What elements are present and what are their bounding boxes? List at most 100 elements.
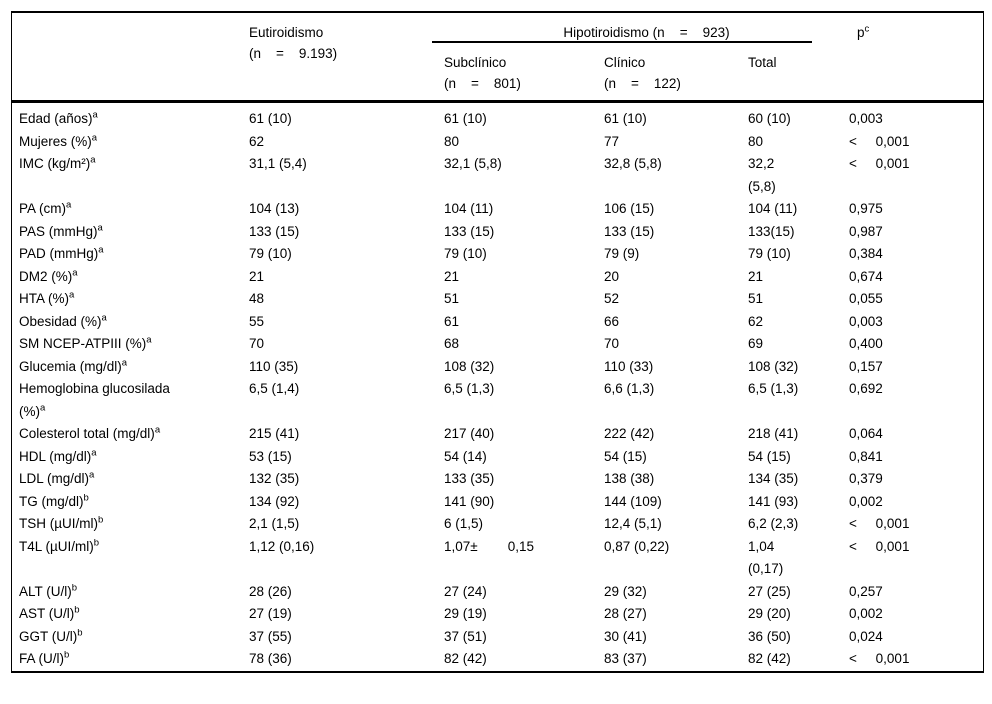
cell-total: 6,5 (1,3) — [748, 381, 799, 396]
cell-eutiroidismo: 37 (55) — [249, 628, 292, 644]
row-label-text: Hemoglobina glucosilada (%) — [19, 381, 170, 419]
header-subclinico-n: (n = 801) — [444, 76, 521, 91]
cell-subclinico: 6 (1,5) — [444, 516, 484, 531]
cell-total: 133(15) — [748, 223, 795, 239]
cell-eutiroidismo: 2,1 (1,5) — [249, 516, 300, 531]
table-row: Hemoglobina glucosilada (%)a 6,5 (1,4) 6… — [12, 378, 983, 423]
cell-clinico: 144 (109) — [604, 493, 662, 509]
results-table: Eutiroidismo (n = 9.193) Hipotiroidismo … — [12, 13, 984, 671]
cell-total: 36 (50) — [748, 628, 791, 644]
table-row: HDL (mg/dl)a 53 (15) 54 (14) 54 (15) 54 … — [12, 446, 983, 469]
cell-p-value: 0,987 — [849, 223, 883, 239]
row-label-sup: b — [77, 627, 83, 638]
row-label-text: PAS (mmHg) — [19, 223, 98, 239]
row-label-text: HDL (mg/dl) — [19, 448, 92, 464]
cell-subclinico: 82 (42) — [444, 651, 487, 666]
row-label-text: LDL (mg/dl) — [19, 471, 90, 486]
row-label: DM2 (%)a — [12, 266, 249, 289]
cell-clinico: 6,6 (1,3) — [604, 381, 655, 396]
table-row: Mujeres (%)a 62 80 77 80 < 0,001 — [12, 131, 983, 154]
cell-subclinico: 133 (35) — [444, 471, 495, 486]
header-p-value: pc — [849, 13, 984, 103]
cell-clinico: 83 (37) — [604, 651, 647, 666]
row-label-text: ALT (U/l) — [19, 583, 72, 599]
cell-eutiroidismo: 61 (10) — [249, 111, 292, 126]
cell-clinico: 0,87 (0,22) — [604, 538, 670, 554]
cell-clinico: 20 — [604, 268, 620, 284]
cell-p-value: 0,692 — [849, 381, 883, 396]
cell-total: 69 — [748, 336, 764, 351]
cell-p-value: 0,257 — [849, 583, 883, 599]
cell-total: 51 — [748, 291, 764, 306]
cell-subclinico: 32,1 (5,8) — [444, 156, 502, 171]
cell-p-value: 0,841 — [849, 448, 883, 464]
cell-clinico: 110 (33) — [604, 358, 654, 374]
row-label-text: T4L (µUI/ml) — [19, 538, 94, 554]
cell-total: 1,04 (0,17) — [748, 538, 784, 577]
row-label-sup: b — [93, 537, 100, 548]
cell-p-value: 0,674 — [849, 268, 883, 284]
table-row: ALT (U/l)b 28 (26) 27 (24) 29 (32) 27 (2… — [12, 581, 983, 604]
cell-subclinico: 79 (10) — [444, 246, 487, 261]
cell-p-value: 0,400 — [849, 336, 883, 351]
row-label-text: TSH (µUI/ml) — [19, 516, 99, 531]
cell-p-value: < 0,001 — [849, 133, 910, 149]
row-label: HDL (mg/dl)a — [12, 446, 249, 469]
cell-total: 27 (25) — [748, 583, 791, 599]
row-label: ALT (U/l)b — [12, 581, 249, 604]
cell-clinico: 12,4 (5,1) — [604, 516, 662, 531]
row-label-sup: a — [92, 109, 98, 121]
cell-clinico: 32,8 (5,8) — [604, 156, 662, 171]
table-row: Colesterol total (mg/dl)a 215 (41) 217 (… — [12, 423, 983, 446]
table-row: FA (U/l)b 78 (36) 82 (42) 83 (37) 82 (42… — [12, 648, 983, 671]
row-label-sup: b — [98, 514, 104, 526]
cell-subclinico: 1,07± 0,15 — [444, 538, 534, 554]
cell-eutiroidismo: 53 (15) — [249, 448, 292, 464]
hipotiroidismo-underline — [432, 41, 812, 43]
header-total-title: Total — [748, 55, 777, 70]
row-label-text: Colesterol total (mg/dl) — [19, 426, 155, 441]
cell-p-value: < 0,001 — [849, 538, 910, 554]
cell-total: 80 — [748, 133, 764, 149]
row-label-text: SM NCEP-ATPIII (%) — [19, 336, 147, 351]
cell-eutiroidismo: 27 (19) — [249, 606, 292, 621]
cell-eutiroidismo: 78 (36) — [249, 651, 292, 666]
table-row: DM2 (%)a 21 21 20 21 0,674 — [12, 266, 983, 289]
cell-clinico: 133 (15) — [604, 223, 655, 239]
cell-subclinico: 6,5 (1,3) — [444, 381, 495, 396]
cell-total: 134 (35) — [748, 471, 799, 486]
cell-p-value: 0,003 — [849, 313, 883, 329]
cell-clinico: 29 (32) — [604, 583, 647, 599]
cell-eutiroidismo: 1,12 (0,16) — [249, 538, 315, 554]
cell-clinico: 77 — [604, 133, 620, 149]
header-subclinico-title: Subclínico — [444, 55, 507, 70]
cell-p-value: < 0,001 — [849, 516, 910, 531]
cell-subclinico: 54 (14) — [444, 448, 487, 464]
header-clinico: Clínico (n = 122) — [604, 43, 748, 103]
cell-subclinico: 51 — [444, 291, 460, 306]
row-label-text: PAD (mmHg) — [19, 246, 99, 261]
cell-p-value: 0,055 — [849, 291, 883, 306]
cell-eutiroidismo: 134 (92) — [249, 493, 300, 509]
row-label-sup: b — [83, 492, 89, 503]
cell-total: 218 (41) — [748, 426, 799, 441]
cell-total: 21 — [748, 268, 764, 284]
header-row-subgroups: Subclínico (n = 801) Clínico (n = 122) T… — [12, 43, 983, 103]
cell-p-value: 0,024 — [849, 628, 883, 644]
row-label: Mujeres (%)a — [12, 131, 249, 154]
row-label-sup: a — [97, 222, 103, 233]
row-label: PAD (mmHg)a — [12, 243, 249, 266]
row-label-sup: b — [71, 582, 78, 593]
cell-p-value: 0,379 — [849, 471, 883, 486]
row-label-sup: a — [40, 402, 46, 413]
row-label-text: Obesidad (%) — [19, 313, 102, 329]
row-label-text: TG (mg/dl) — [19, 493, 84, 509]
cell-clinico: 66 — [604, 313, 620, 329]
row-label-sup: b — [74, 604, 80, 616]
row-label: SM NCEP-ATPIII (%)a — [12, 333, 249, 356]
cell-p-value: 0,003 — [849, 111, 883, 126]
cell-p-value: < 0,001 — [849, 156, 910, 171]
cell-total: 79 (10) — [748, 246, 791, 261]
header-clinico-n: (n = 122) — [604, 76, 681, 91]
row-label: Hemoglobina glucosilada (%)a — [12, 378, 249, 423]
